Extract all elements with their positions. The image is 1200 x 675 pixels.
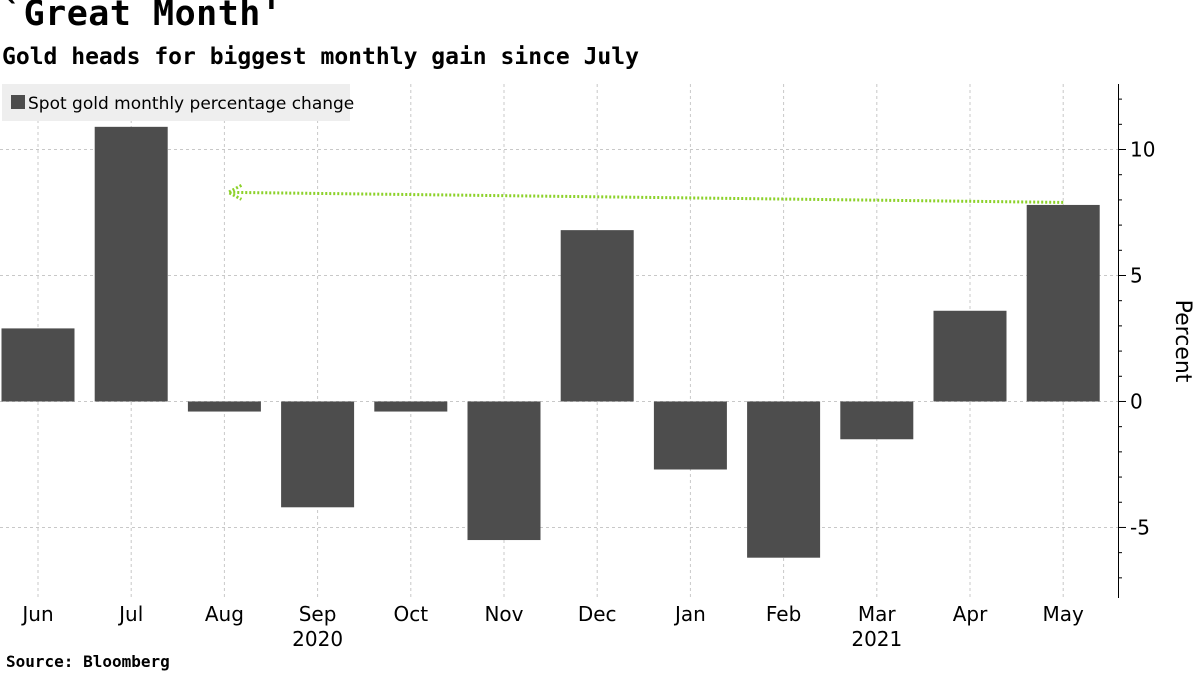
x-axis-labels: Jun Jul Aug Sep Oct Nov Dec Jan Feb Mar Apr May 2020… [20,602,1084,651]
x-tick-label: Jul [117,602,143,626]
bar-oct [374,401,448,412]
bar-aug [187,401,261,412]
bar-dec [560,230,634,402]
arrow-shaft [228,190,1064,204]
chart-subtitle: Gold heads for biggest monthly gain sinc… [2,44,639,70]
y-tick-label: 5 [1130,263,1143,287]
x-tick-label: Nov [484,602,523,626]
bar-apr [933,310,1007,402]
bars [1,126,1100,558]
legend-label: Spot gold monthly percentage change [28,94,354,114]
x-tick-label: May [1043,602,1085,626]
x-year-label: 2020 [292,627,343,651]
annotation-arrow [225,184,1064,204]
legend: Spot gold monthly percentage change [2,84,354,121]
x-tick-label: Jan [673,602,706,626]
x-tick-label: Jun [20,602,53,626]
bar-sep [281,401,355,508]
y-tick-label: 10 [1130,138,1155,162]
bar-nov [467,401,541,541]
bar-mar [840,401,914,440]
x-tick-label: Dec [578,602,617,626]
chart-title: `Great Month' [2,0,283,34]
y-tick-label: -5 [1130,515,1150,539]
source-note: Source: Bloomberg [6,652,170,671]
x-year-label: 2021 [851,627,902,651]
bar-feb [747,401,821,558]
legend-background [2,84,350,121]
bar-jun [1,328,75,402]
bar-jul [94,126,168,402]
bar-jan [653,401,727,470]
y-axis-label: Percent [1170,300,1195,383]
legend-swatch [11,95,25,109]
y-axis: -5 0 5 10 [1118,84,1155,598]
arrow-head [225,184,243,201]
bar-may [1026,204,1100,402]
x-tick-label: Feb [766,602,801,626]
x-tick-label: Apr [953,602,988,626]
x-tick-label: Aug [205,602,244,626]
x-tick-label: Oct [394,602,429,626]
x-tick-label: Mar [858,602,897,626]
y-tick-label: 0 [1130,389,1143,413]
x-tick-label: Sep [299,602,337,626]
